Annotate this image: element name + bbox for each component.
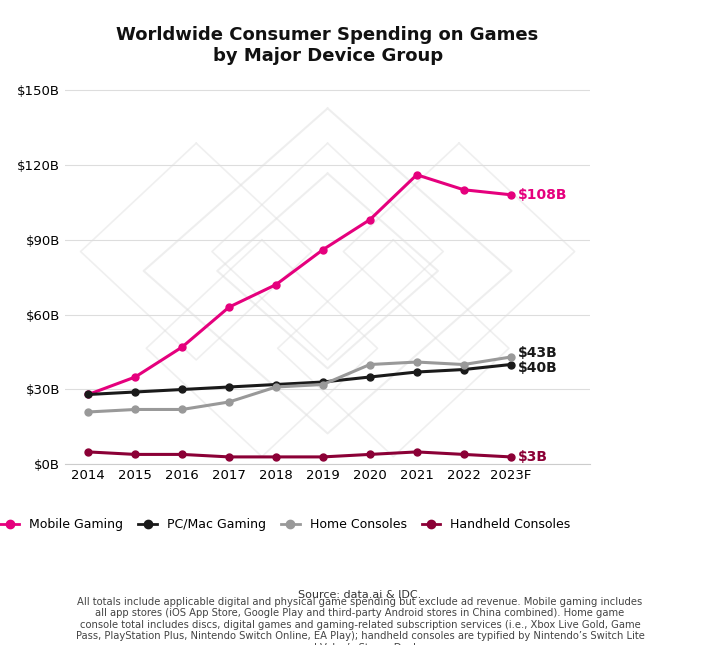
- Mobile Gaming: [225, 303, 233, 311]
- Home Consoles: [506, 353, 515, 361]
- Legend: Mobile Gaming, PC/Mac Gaming, Home Consoles, Handheld Consoles: Mobile Gaming, PC/Mac Gaming, Home Conso…: [0, 513, 576, 536]
- Line: Mobile Gaming: Mobile Gaming: [85, 172, 514, 398]
- Home Consoles: [413, 358, 421, 366]
- Mobile Gaming: [506, 191, 515, 199]
- Handheld Consoles: [318, 453, 327, 461]
- Handheld Consoles: [178, 451, 186, 459]
- Home Consoles: [318, 381, 327, 388]
- Mobile Gaming: [366, 216, 374, 224]
- Mobile Gaming: [413, 171, 421, 179]
- Handheld Consoles: [271, 453, 280, 461]
- PC/Mac Gaming: [131, 388, 140, 396]
- Line: PC/Mac Gaming: PC/Mac Gaming: [85, 361, 514, 398]
- PC/Mac Gaming: [178, 386, 186, 393]
- PC/Mac Gaming: [271, 381, 280, 388]
- PC/Mac Gaming: [225, 383, 233, 391]
- PC/Mac Gaming: [366, 373, 374, 381]
- Home Consoles: [271, 383, 280, 391]
- Home Consoles: [225, 398, 233, 406]
- Handheld Consoles: [225, 453, 233, 461]
- Mobile Gaming: [131, 373, 140, 381]
- Handheld Consoles: [413, 448, 421, 456]
- Text: Source: data.ai & IDC.: Source: data.ai & IDC.: [298, 590, 422, 600]
- Text: $3B: $3B: [518, 450, 548, 464]
- Text: $108B: $108B: [518, 188, 567, 202]
- Handheld Consoles: [506, 453, 515, 461]
- Text: $40B: $40B: [518, 361, 557, 375]
- Title: Worldwide Consumer Spending on Games
by Major Device Group: Worldwide Consumer Spending on Games by …: [117, 26, 539, 64]
- Mobile Gaming: [271, 281, 280, 288]
- PC/Mac Gaming: [413, 368, 421, 376]
- PC/Mac Gaming: [506, 361, 515, 368]
- Handheld Consoles: [84, 448, 93, 456]
- Home Consoles: [366, 361, 374, 368]
- Mobile Gaming: [178, 343, 186, 351]
- Home Consoles: [178, 406, 186, 413]
- Home Consoles: [459, 361, 468, 368]
- Handheld Consoles: [131, 451, 140, 459]
- Handheld Consoles: [366, 451, 374, 459]
- Line: Handheld Consoles: Handheld Consoles: [85, 448, 514, 461]
- Mobile Gaming: [459, 186, 468, 194]
- Handheld Consoles: [459, 451, 468, 459]
- Mobile Gaming: [84, 391, 93, 399]
- Line: Home Consoles: Home Consoles: [85, 353, 514, 415]
- Home Consoles: [84, 408, 93, 416]
- Text: All totals include applicable digital and physical game spending but exclude ad : All totals include applicable digital an…: [76, 597, 644, 645]
- Home Consoles: [131, 406, 140, 413]
- Text: $43B: $43B: [518, 346, 557, 361]
- PC/Mac Gaming: [459, 366, 468, 373]
- Mobile Gaming: [318, 246, 327, 253]
- PC/Mac Gaming: [318, 378, 327, 386]
- PC/Mac Gaming: [84, 391, 93, 399]
